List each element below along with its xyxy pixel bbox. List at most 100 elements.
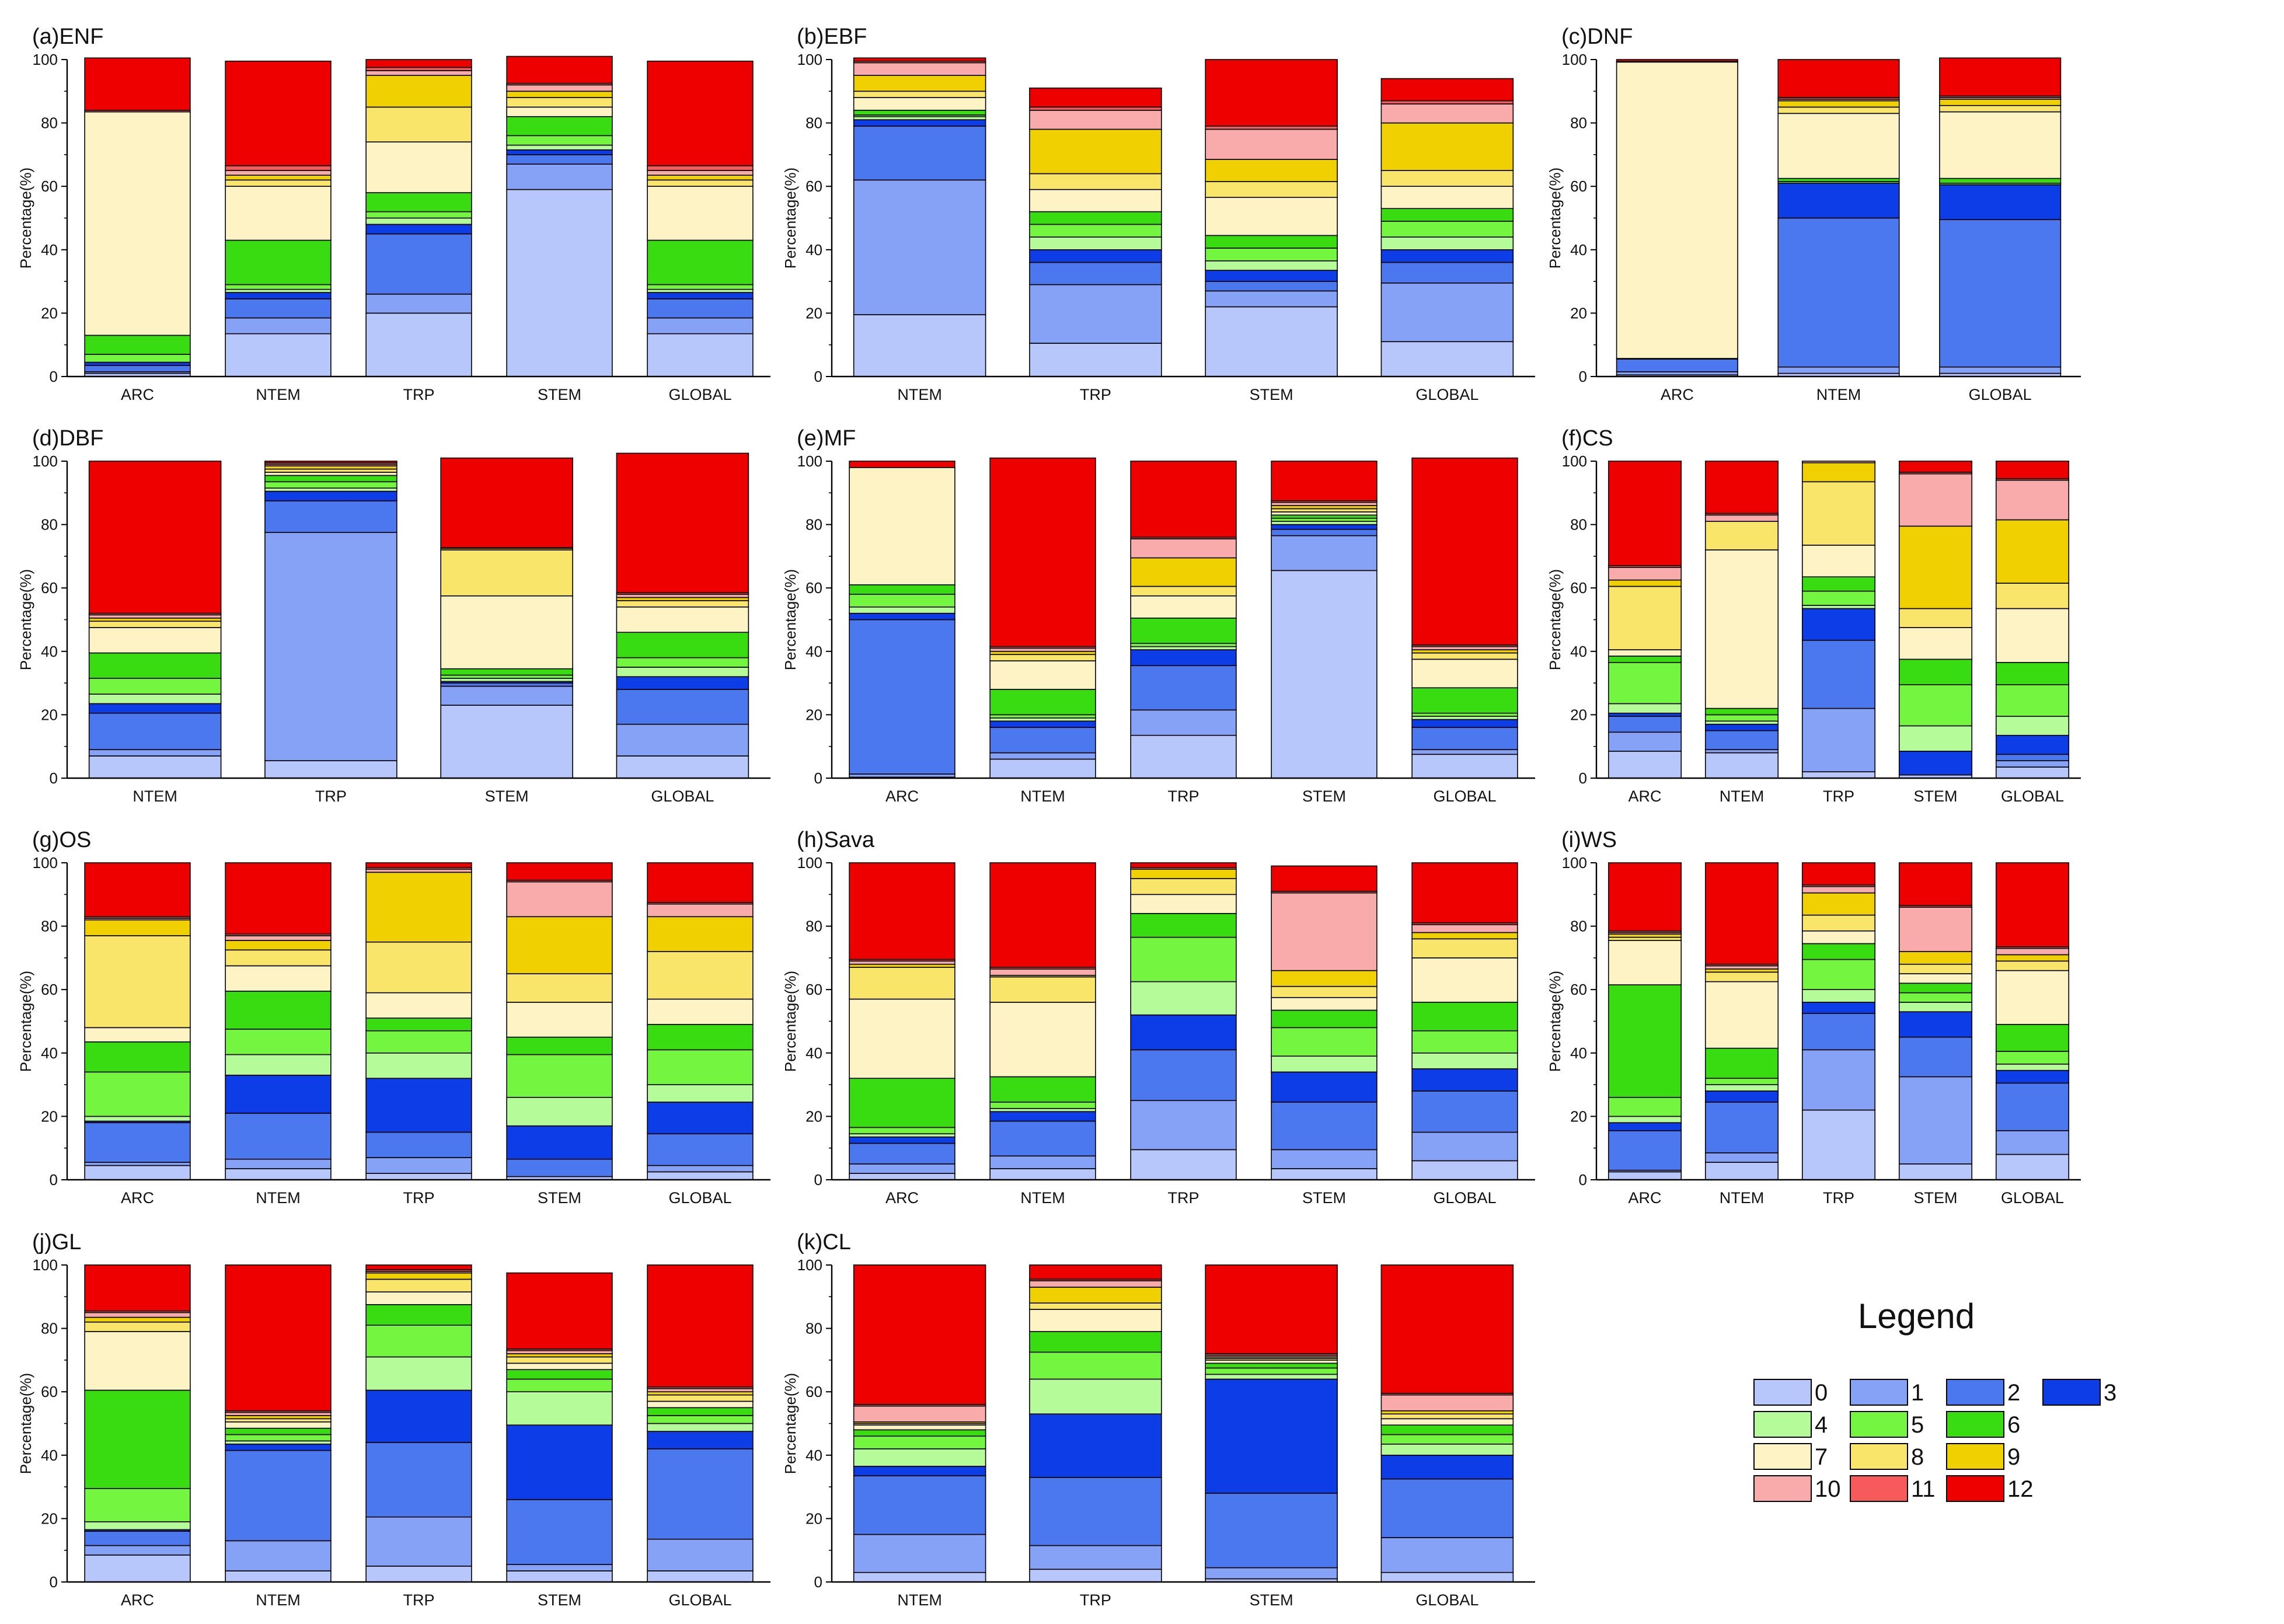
bar-segment-class-2 [84,1531,191,1546]
bar-segment-class-2 [1029,1477,1162,1546]
bar-segment-class-4 [1995,1064,2070,1071]
y-tick-label: 20 [1570,1107,1587,1125]
bar-global [1995,461,2070,779]
bar-segment-class-5 [1130,936,1237,982]
bar-segment-class-4 [1411,716,1518,720]
bar-segment-class-0 [225,333,332,377]
x-tick-label: NTEM [1020,1189,1065,1207]
bar-segment-class-9 [1898,951,1973,965]
bar-segment-class-10 [1607,567,1682,581]
bar-segment-class-2 [1801,639,1876,709]
y-tick-label: 20 [805,1107,822,1125]
bar-segment-class-7 [1029,189,1162,212]
bar-segment-class-9 [1271,505,1378,510]
y-tick-label: 40 [805,1447,822,1464]
bar-segment-class-10 [1205,128,1338,160]
bar-segment-class-7 [1380,186,1514,210]
bar-segment-class-0 [647,1570,754,1583]
y-tick-label: 80 [41,918,58,935]
bar-segment-class-6 [1029,211,1162,225]
bar-segment-class-7 [506,1002,613,1038]
bar-segment-class-9 [365,1272,472,1280]
bar-segment-class-12 [1411,457,1518,646]
bar-segment-class-10 [225,935,332,941]
bar-segment-class-4 [84,1116,191,1122]
y-tick-label: 80 [805,918,822,935]
y-tick-label: 40 [41,1044,58,1062]
bar-segment-class-3 [1801,608,1876,641]
bar-segment-class-4 [365,1053,472,1079]
bar-segment-class-3 [1995,1069,2070,1084]
legend-swatch [1850,1443,1908,1470]
bar-segment-class-6 [1801,943,1876,960]
bar-segment-class-3 [1380,249,1514,263]
bar-ntem [853,1264,986,1583]
x-tick-label: ARC [121,386,154,403]
bar-arc [84,862,191,1180]
bar-segment-class-1 [440,685,573,706]
bar-ntem [1704,862,1779,1180]
bar-trp [1029,1264,1162,1583]
bar-segment-class-5 [1130,643,1237,647]
bar-segment-class-8 [853,90,986,98]
bar-segment-class-4 [1130,981,1237,1016]
bar-segment-class-0 [1380,341,1514,377]
bar-segment-class-0 [365,312,472,377]
bar-segment-class-4 [1271,521,1378,525]
bar-segment-class-1 [1995,760,2070,768]
legend-swatch [1946,1443,2004,1470]
legend-item-11: 11 [1850,1475,1936,1502]
bar-segment-class-7 [84,111,191,336]
bar-segment-class-2 [506,1499,613,1565]
bar-segment-class-10 [989,968,1096,976]
bar-segment-class-5 [1029,1351,1162,1380]
x-tick-label: NTEM [897,386,942,403]
bar-segment-class-4 [1801,989,1876,1003]
bar-segment-class-8 [1411,938,1518,959]
bar-segment-class-6 [1205,1362,1338,1369]
y-tick-label: 0 [814,368,822,385]
y-axis-label: Percentage(%) [17,1373,34,1474]
bar-segment-class-0 [1380,1571,1514,1583]
legend-swatch [1753,1443,1812,1470]
y-axis-label: Percentage(%) [17,569,34,670]
bar-segment-class-8 [1380,1413,1514,1420]
bar-segment-class-1 [1704,1152,1779,1163]
bar-segment-class-6 [225,991,332,1030]
bar-segment-class-12 [849,862,956,960]
bar-segment-class-4 [849,606,956,614]
bar-segment-class-6 [1130,617,1237,644]
bar-segment-class-2 [1616,358,1738,372]
bar-ntem [989,862,1096,1180]
bar-segment-class-0 [1130,1149,1237,1180]
bar-segment-class-4 [616,667,749,678]
y-tick-label: 100 [797,1256,822,1274]
bar-segment-class-9 [1607,579,1682,587]
y-tick-label: 20 [41,1510,58,1527]
bar-segment-class-4 [989,1108,1096,1113]
bar-segment-class-2 [1205,281,1338,292]
bar-segment-class-6 [365,1017,472,1031]
bar-segment-class-8 [616,600,749,608]
bar-segment-class-2 [440,682,573,687]
bar-segment-class-6 [1130,913,1237,938]
bar-segment-class-12 [1801,862,1876,886]
y-tick-label: 40 [1570,241,1587,259]
bar-segment-class-0 [225,1570,332,1583]
bar-segment-class-8 [647,1394,754,1402]
panel-title: (f)CS [1561,426,1613,451]
bar-segment-class-0 [506,1570,613,1583]
panel-title: (d)DBF [32,426,103,451]
bar-trp [365,59,472,377]
bar-segment-class-0 [1995,766,2070,779]
bar-segment-class-10 [1801,886,1876,894]
y-tick-label: 60 [1570,981,1587,998]
bar-segment-class-7 [88,627,222,654]
bar-segment-class-3 [1607,712,1682,717]
bar-segment-class-7 [1205,1360,1338,1364]
panel-title: (c)DNF [1561,25,1633,49]
bar-segment-class-6 [647,239,754,285]
bar-segment-class-5 [506,1378,613,1392]
bar-segment-class-12 [853,1264,986,1405]
bar-segment-class-5 [1205,1367,1338,1375]
